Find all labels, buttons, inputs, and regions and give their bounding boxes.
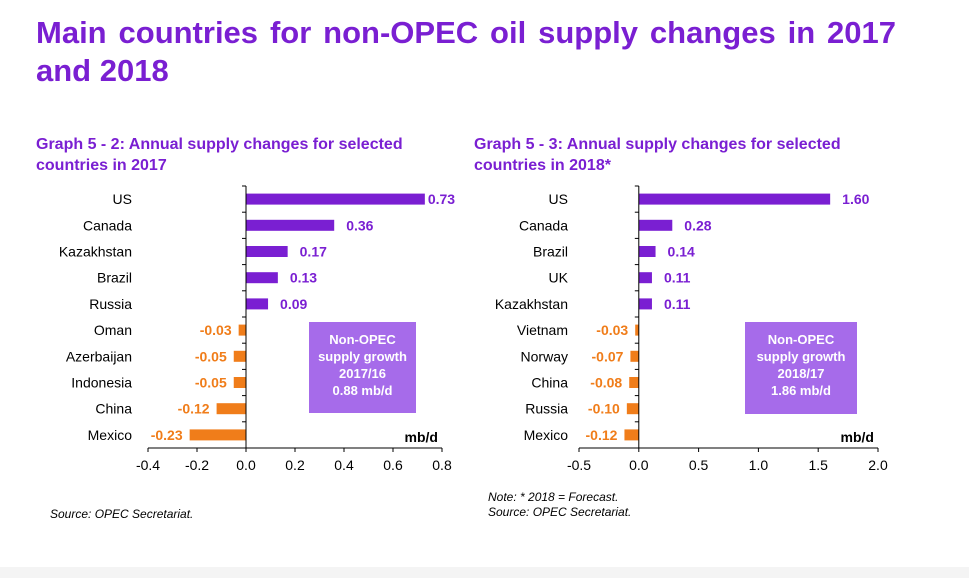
- chart-2018: Non-OPEC supply growth 2018/17 1.86 mb/d US 1…: [495, 185, 888, 473]
- bottom-band: [0, 567, 969, 578]
- c2-value-label: -0.10: [588, 401, 620, 417]
- c2-unit-label: mb/d: [841, 429, 874, 445]
- c2-annotation-box: [745, 322, 857, 414]
- c2-bar: [638, 193, 831, 205]
- c1-bar: [189, 429, 246, 441]
- graph2-note: Note: * 2018 = Forecast.: [488, 490, 619, 504]
- c2-bar: [624, 429, 639, 441]
- c2-x-tick-label: 0.5: [689, 457, 709, 473]
- c2-value-label: 0.14: [668, 244, 695, 260]
- c1-category-label: Oman: [94, 322, 132, 338]
- c2-annotation-line: 2018/17: [778, 366, 825, 381]
- c1-x-tick-label: 0.0: [236, 457, 256, 473]
- c1-value-label: 0.13: [290, 270, 317, 286]
- c1-category-label: China: [95, 401, 132, 417]
- c1-x-tick-label: -0.4: [136, 457, 160, 473]
- c2-bar: [629, 377, 639, 388]
- c2-bar: [630, 350, 639, 362]
- c1-bar: [246, 193, 425, 205]
- c2-x-tick-label: -0.5: [567, 457, 591, 473]
- graph2-title: Graph 5 - 3: Annual supply changes for s…: [474, 136, 841, 174]
- c1-category-label: Russia: [89, 296, 132, 312]
- c1-annotation-line: 2017/16: [339, 366, 386, 381]
- c2-annotation-line: supply growth: [757, 349, 846, 364]
- c1-category-label: Indonesia: [71, 375, 132, 391]
- c1-value-label: -0.12: [178, 401, 210, 417]
- c1-x-tick-label: 0.6: [383, 457, 403, 473]
- c2-bar: [626, 403, 639, 415]
- c1-bar: [246, 272, 278, 284]
- c2-category-label: UK: [549, 270, 569, 286]
- c1-x-tick-label: 0.8: [432, 457, 452, 473]
- graph1-title: Graph 5 - 2: Annual supply changes for s…: [36, 136, 403, 174]
- graph2-source: Source: OPEC Secretariat.: [488, 505, 632, 519]
- c1-category-label: Kazakhstan: [59, 244, 132, 260]
- c2-bar: [638, 298, 652, 310]
- c2-bar: [638, 272, 652, 284]
- c1-annotation-box: [309, 322, 416, 413]
- c1-category-label: US: [113, 191, 132, 207]
- c1-value-label: -0.03: [200, 322, 232, 338]
- c1-value-label: 0.09: [280, 296, 307, 312]
- graph1-source: Source: OPEC Secretariat.: [50, 507, 194, 521]
- c1-value-label: 0.17: [300, 244, 327, 260]
- c2-x-tick-label: 1.0: [749, 457, 769, 473]
- c1-category-label: Brazil: [97, 270, 132, 286]
- c2-x-tick-label: 1.5: [808, 457, 828, 473]
- c1-bar: [216, 403, 246, 415]
- c2-value-label: -0.12: [586, 427, 618, 443]
- c1-category-label: Canada: [83, 217, 132, 233]
- c2-category-label: China: [531, 375, 568, 391]
- c2-bar: [638, 219, 673, 231]
- c2-value-label: 0.11: [664, 270, 691, 286]
- c2-value-label: 0.11: [664, 296, 691, 312]
- c2-annotation-line: Non-OPEC: [768, 332, 835, 347]
- c2-bar: [635, 324, 639, 336]
- c1-unit-label: mb/d: [405, 429, 438, 445]
- c1-value-label: -0.05: [195, 348, 227, 364]
- c1-value-label: 0.73: [428, 191, 455, 207]
- c1-bar: [246, 219, 335, 231]
- c2-category-label: Russia: [525, 401, 568, 417]
- c1-bar: [233, 350, 246, 362]
- c2-annotation-line: 1.86 mb/d: [771, 383, 831, 398]
- c2-bar: [638, 246, 656, 257]
- c1-category-label: Azerbaijan: [66, 348, 132, 364]
- c1-bar: [238, 324, 246, 336]
- page-title: Main countries for non-OPEC oil supply c…: [36, 15, 896, 88]
- c1-value-label: 0.36: [346, 217, 373, 233]
- c2-value-label: -0.03: [596, 322, 628, 338]
- c1-category-label: Mexico: [88, 427, 133, 443]
- c2-category-label: Canada: [519, 217, 568, 233]
- c2-category-label: US: [549, 191, 568, 207]
- c2-category-label: Vietnam: [517, 322, 568, 338]
- c2-value-label: 1.60: [842, 191, 869, 207]
- c2-category-label: Mexico: [524, 427, 569, 443]
- c1-x-tick-label: -0.2: [185, 457, 209, 473]
- c1-bar: [233, 377, 246, 388]
- c2-x-tick-label: 2.0: [868, 457, 888, 473]
- c1-bar: [246, 246, 288, 257]
- c2-value-label: -0.07: [592, 348, 624, 364]
- c1-value-label: -0.05: [195, 375, 227, 391]
- c2-category-label: Brazil: [533, 244, 568, 260]
- c1-x-tick-label: 0.4: [334, 457, 354, 473]
- c2-category-label: Kazakhstan: [495, 296, 568, 312]
- c1-x-tick-label: 0.2: [285, 457, 305, 473]
- c1-annotation-line: 0.88 mb/d: [333, 383, 393, 398]
- c1-annotation-line: Non-OPEC: [329, 332, 396, 347]
- c2-value-label: -0.08: [590, 375, 622, 391]
- c1-value-label: -0.23: [151, 427, 183, 443]
- chart-2017: Non-OPEC supply growth 2017/16 0.88 mb/d US 0…: [59, 185, 455, 473]
- c2-x-tick-label: 0.0: [629, 457, 649, 473]
- c2-category-label: Norway: [521, 348, 568, 364]
- c2-value-label: 0.28: [684, 217, 711, 233]
- c1-annotation-line: supply growth: [318, 349, 407, 364]
- c1-bar: [246, 298, 269, 310]
